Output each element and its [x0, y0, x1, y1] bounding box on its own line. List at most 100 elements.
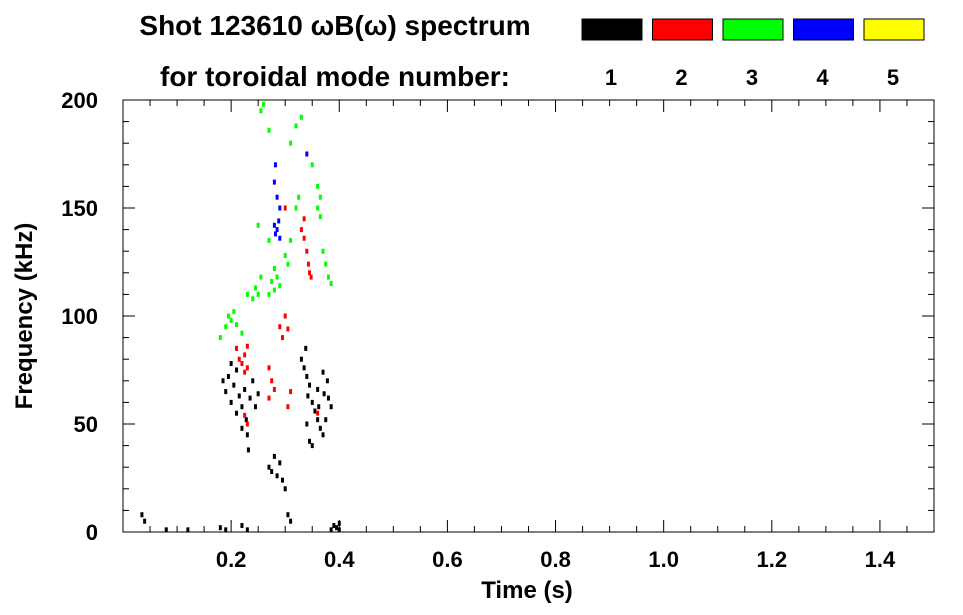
spectrum-point-mode-1 — [305, 373, 309, 379]
spectrum-point-mode-1 — [302, 365, 306, 371]
y-tick-label: 100 — [61, 304, 98, 329]
spectrum-point-mode-2 — [305, 248, 309, 254]
spectrum-point-mode-2 — [267, 395, 271, 401]
spectrum-point-mode-3 — [262, 101, 266, 107]
spectrum-point-mode-3 — [267, 127, 271, 133]
x-tick-label: 0.4 — [324, 547, 355, 572]
spectrum-point-mode-2 — [316, 410, 320, 416]
spectrum-point-mode-1 — [289, 518, 293, 524]
spectrum-point-mode-3 — [256, 291, 260, 297]
x-tick-label: 0.8 — [540, 547, 571, 572]
legend-swatch-mode-5 — [863, 18, 925, 41]
spectrum-point-mode-1 — [275, 473, 279, 479]
spectrum-point-mode-2 — [308, 270, 312, 276]
x-axis-ticks: 0.2 0.4 0.6 0.8 1.0 1.2 1.4 — [149, 100, 908, 572]
spectrum-point-mode-1 — [270, 469, 274, 475]
spectrum-point-mode-2 — [243, 412, 247, 418]
legend-label-mode-4: 4 — [816, 65, 829, 90]
spectrum-point-mode-1 — [313, 408, 317, 414]
spectrum-point-mode-3 — [218, 335, 222, 341]
spectrum-point-mode-3 — [324, 261, 328, 267]
x-tick-label: 0.6 — [432, 547, 463, 572]
data-points — [140, 101, 341, 533]
spectrum-point-mode-3 — [289, 140, 293, 146]
spectrum-point-mode-1 — [267, 464, 271, 470]
spectrum-point-mode-1 — [272, 453, 276, 459]
spectrum-point-mode-1 — [235, 367, 239, 373]
legend-swatch-mode-4 — [793, 18, 854, 41]
spectrum-point-mode-1 — [325, 378, 329, 384]
y-tick-label: 200 — [61, 88, 98, 113]
spectrum-point-mode-1 — [143, 518, 147, 524]
spectrum-point-mode-3 — [275, 274, 279, 280]
spectrum-point-mode-3 — [316, 205, 320, 211]
spectrum-point-mode-2 — [289, 389, 293, 395]
spectrum-point-mode-1 — [256, 391, 260, 397]
spectrum-point-mode-3 — [235, 322, 239, 328]
spectrum-point-mode-3 — [253, 285, 257, 291]
legend-label-mode-3: 3 — [746, 65, 758, 90]
spectrum-point-mode-3 — [286, 261, 290, 267]
spectrum-point-mode-3 — [321, 248, 325, 254]
legend-label-mode-1: 1 — [605, 65, 617, 90]
spectrum-point-mode-2 — [302, 216, 306, 222]
spectrum-point-mode-1 — [232, 382, 236, 388]
spectrum-point-mode-3 — [318, 214, 322, 220]
spectrum-point-mode-1 — [278, 460, 282, 466]
spectrum-point-mode-4 — [275, 194, 279, 200]
spectrum-point-mode-3 — [272, 287, 276, 293]
spectrum-point-mode-1 — [318, 425, 322, 431]
spectrum-point-mode-1 — [240, 404, 244, 410]
spectrum-point-mode-1 — [226, 373, 230, 379]
y-axis-ticks: 0 50 100 150 200 — [61, 88, 934, 545]
spectrum-point-mode-2 — [272, 386, 276, 392]
spectrum-point-mode-3 — [229, 317, 233, 323]
spectrum-point-mode-1 — [332, 523, 336, 529]
spectrum-point-mode-1 — [310, 443, 314, 449]
spectrum-point-mode-1 — [240, 523, 244, 529]
spectrum-point-mode-1 — [244, 417, 248, 423]
spectrum-point-mode-1 — [306, 393, 310, 399]
spectrum-point-mode-4 — [272, 222, 276, 228]
spectrum-point-mode-2 — [286, 404, 290, 410]
spectrum-point-mode-2 — [283, 205, 287, 211]
spectrum-point-mode-1 — [317, 404, 321, 410]
spectrum-point-mode-3 — [259, 274, 263, 280]
spectrum-point-mode-3 — [245, 291, 249, 297]
spectrum-point-mode-2 — [306, 261, 310, 267]
spectrum-point-mode-3 — [297, 194, 301, 200]
spectrum-point-mode-1 — [229, 361, 233, 367]
spectrum-point-mode-1 — [283, 486, 287, 492]
spectrum-point-mode-3 — [259, 108, 263, 114]
spectrum-point-mode-2 — [245, 343, 249, 349]
spectrum-point-mode-3 — [310, 162, 314, 168]
spectrum-point-mode-1 — [224, 527, 228, 533]
spectrum-point-mode-4 — [275, 227, 279, 233]
spectrum-point-mode-3 — [224, 324, 228, 330]
spectrum-point-mode-1 — [316, 417, 320, 423]
spectrum-point-mode-1 — [245, 432, 249, 438]
spectrum-point-mode-1 — [245, 527, 249, 533]
spectrum-point-mode-1 — [329, 527, 333, 533]
spectrum-point-mode-4 — [273, 162, 277, 168]
spectrum-point-mode-1 — [229, 399, 233, 405]
y-tick-label: 0 — [86, 520, 98, 545]
spectrum-point-mode-4 — [278, 205, 282, 211]
spectrum-point-mode-1 — [164, 527, 168, 533]
spectrum-point-mode-3 — [278, 283, 282, 289]
spectrum-point-mode-1 — [248, 395, 252, 401]
legend-swatch-mode-2 — [652, 18, 713, 41]
spectrum-point-mode-1 — [251, 378, 255, 384]
spectrum-point-mode-1 — [224, 389, 228, 395]
spectrum-point-mode-1 — [253, 404, 257, 410]
spectrum-point-mode-1 — [237, 393, 241, 399]
spectrum-point-mode-4 — [305, 151, 309, 157]
spectrum-point-mode-1 — [240, 425, 244, 431]
legend-swatch-mode-3 — [722, 18, 784, 41]
spectrum-point-mode-1 — [280, 477, 284, 483]
spectrum-point-mode-3 — [294, 205, 298, 211]
spectrum-point-mode-3 — [240, 330, 244, 336]
spectrum-point-mode-3 — [267, 237, 271, 243]
